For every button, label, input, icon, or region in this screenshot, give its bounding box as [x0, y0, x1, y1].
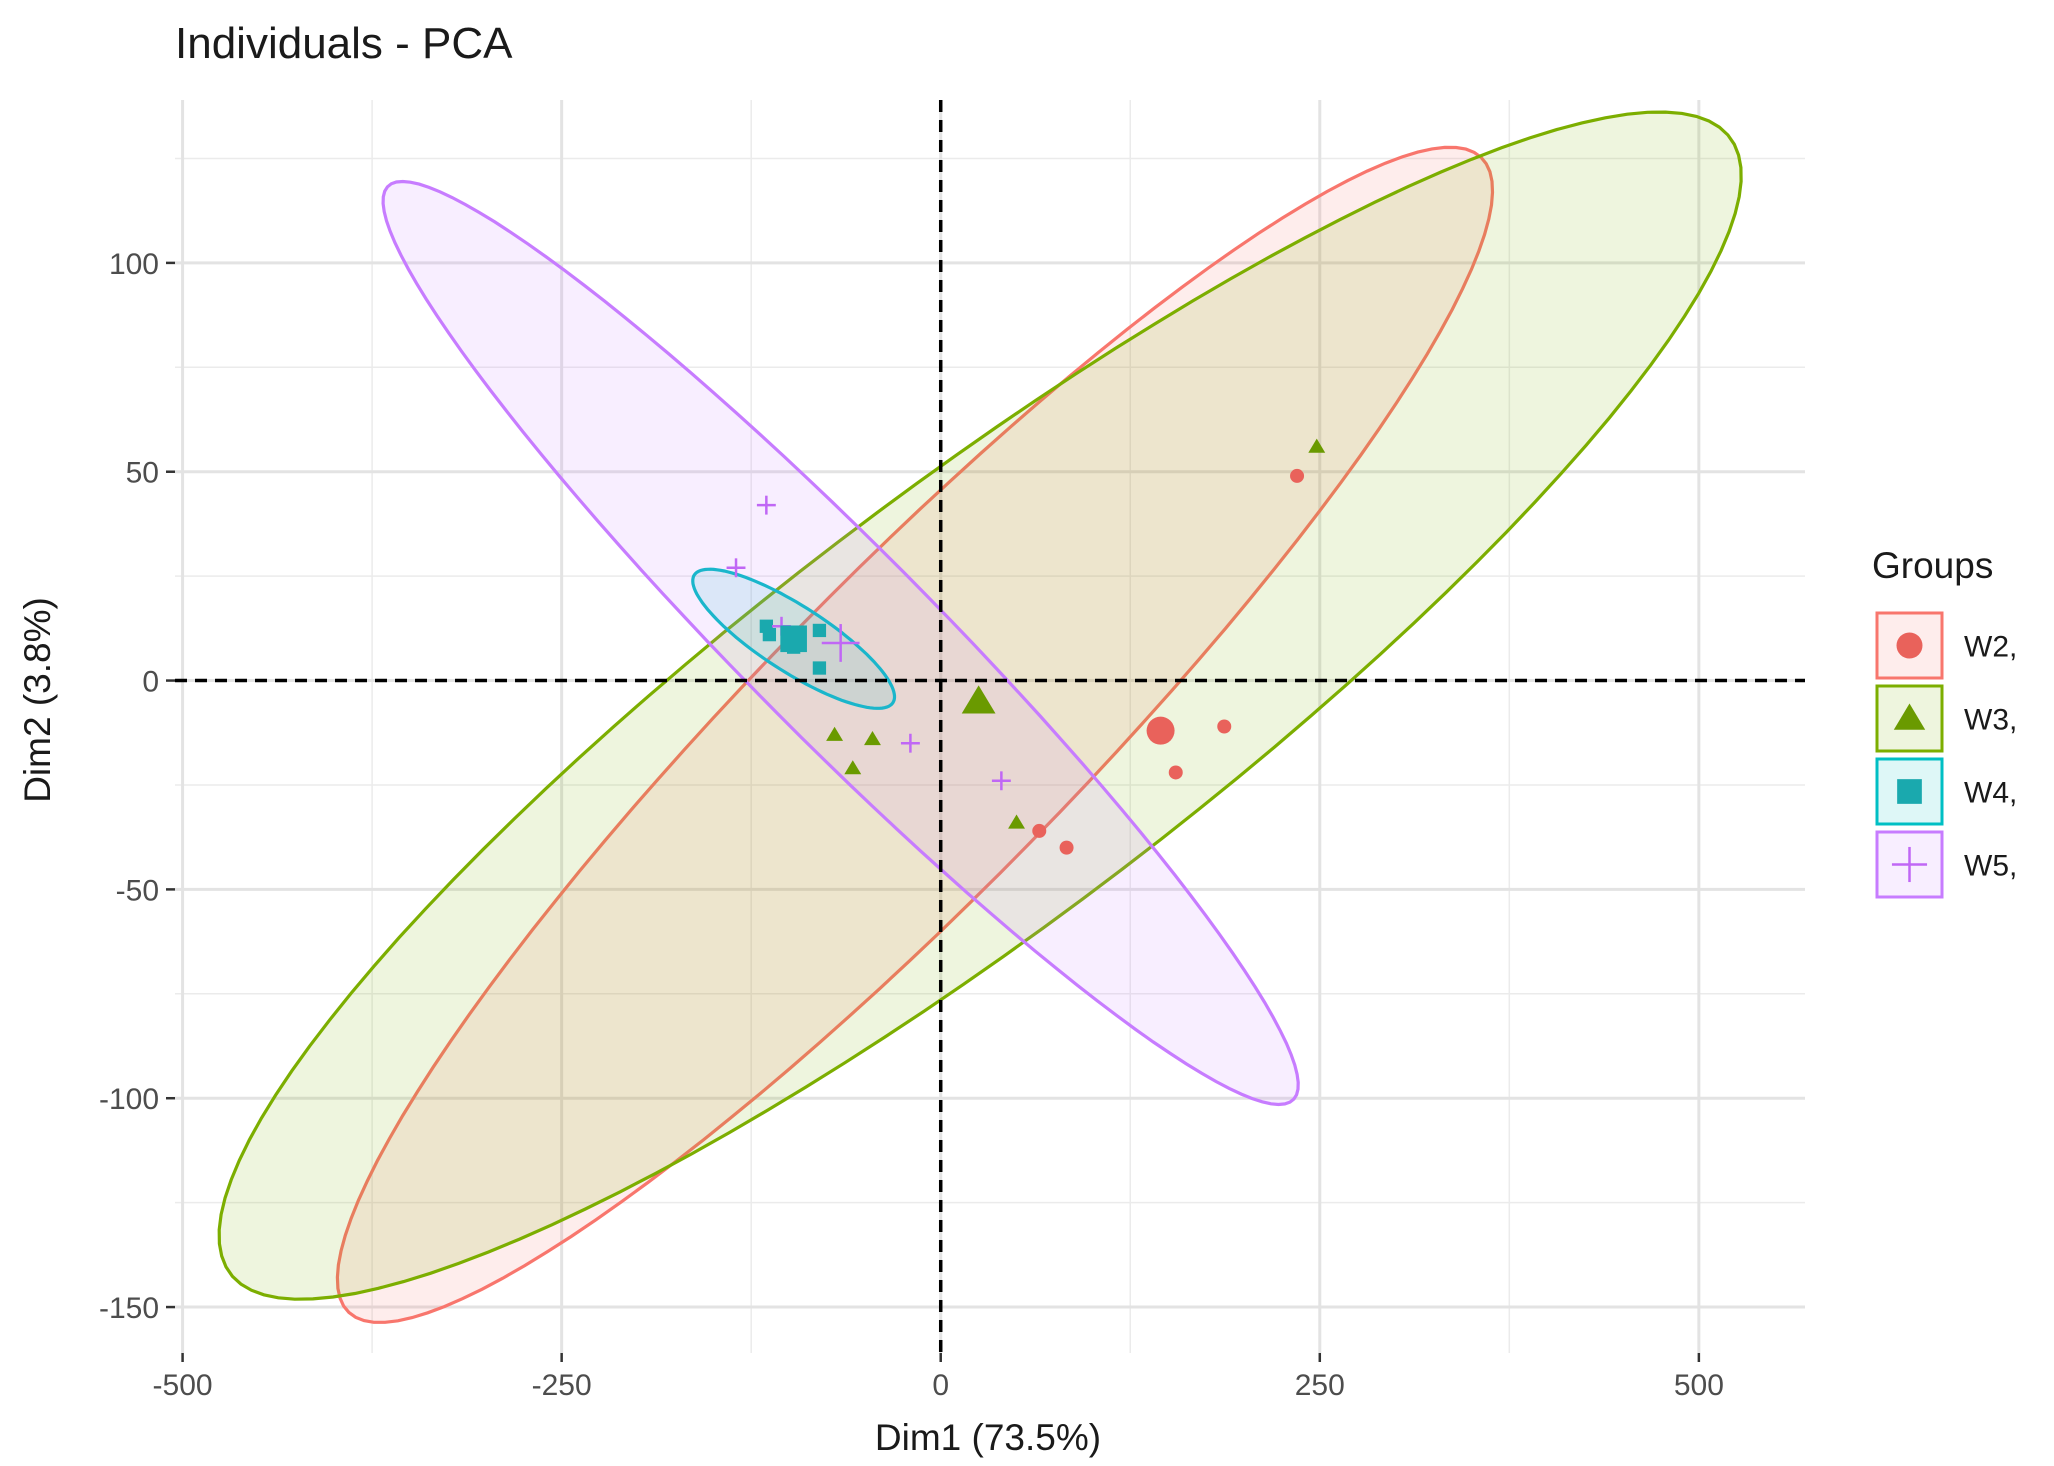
- point-w2: [1168, 765, 1183, 780]
- y-axis-title: Dim2 (3.8%): [17, 597, 58, 803]
- y-axis-ticks: -150 -100 -50 0 50 100: [99, 248, 175, 1325]
- point-w2: [1032, 823, 1047, 838]
- ellipse-w2: [335, 145, 1495, 1324]
- grid-minor: [175, 100, 1805, 1353]
- confidence-ellipses: [217, 110, 1743, 1324]
- x-tick-label: -250: [532, 1369, 592, 1402]
- x-tick-label: 0: [932, 1369, 949, 1402]
- point-w4: [762, 627, 777, 642]
- point-w3: [826, 726, 844, 741]
- centroid-w4: [780, 625, 807, 653]
- legend: Groups W2, W3, W4, W5,: [1872, 545, 2017, 899]
- reference-lines: [175, 100, 1805, 1353]
- x-tick-label: -500: [153, 1369, 213, 1402]
- point-w3: [1008, 814, 1025, 829]
- point-w5: [991, 771, 1011, 791]
- legend-label-w5: W5,: [1964, 850, 2017, 883]
- x-tick-label: 500: [1674, 1369, 1724, 1402]
- centroid-w3: [961, 685, 996, 714]
- point-w2: [1217, 719, 1232, 734]
- legend-marker-w2: [1896, 632, 1923, 659]
- chart-title: Individuals - PCA: [175, 19, 513, 68]
- point-w3: [1308, 438, 1326, 453]
- x-tick-label: 250: [1295, 1369, 1345, 1402]
- point-w3: [864, 730, 881, 746]
- y-tick-label: 50: [126, 457, 159, 490]
- centroid-w2: [1146, 716, 1175, 745]
- point-w2: [1059, 840, 1074, 855]
- legend-label-w3: W3,: [1964, 704, 2017, 737]
- legend-marker-w5: [1891, 846, 1928, 883]
- y-tick-label: -100: [99, 1083, 159, 1116]
- group-centroids: [780, 624, 1175, 745]
- point-w5: [756, 495, 776, 515]
- x-axis-title: Dim1 (73.5%): [875, 1417, 1101, 1458]
- point-w5: [900, 733, 920, 753]
- legend-marker-w4: [1897, 779, 1922, 804]
- point-w4: [812, 623, 827, 638]
- data-points: [726, 438, 1326, 855]
- legend-label-w2: W2,: [1964, 631, 2017, 664]
- point-w2: [1290, 468, 1305, 483]
- y-tick-label: 100: [109, 248, 159, 281]
- centroid-w5: [821, 624, 860, 662]
- point-w4: [812, 661, 827, 675]
- y-tick-label: 0: [142, 666, 159, 699]
- legend-title: Groups: [1872, 545, 1993, 586]
- legend-marker-w3: [1893, 703, 1926, 730]
- point-w5: [726, 558, 746, 578]
- y-tick-label: -150: [99, 1292, 159, 1325]
- legend-label-w4: W4,: [1964, 777, 2017, 810]
- point-w3: [844, 760, 862, 775]
- y-tick-label: -50: [116, 874, 159, 907]
- x-axis-ticks: -500 -250 0 250 500: [153, 1353, 1724, 1402]
